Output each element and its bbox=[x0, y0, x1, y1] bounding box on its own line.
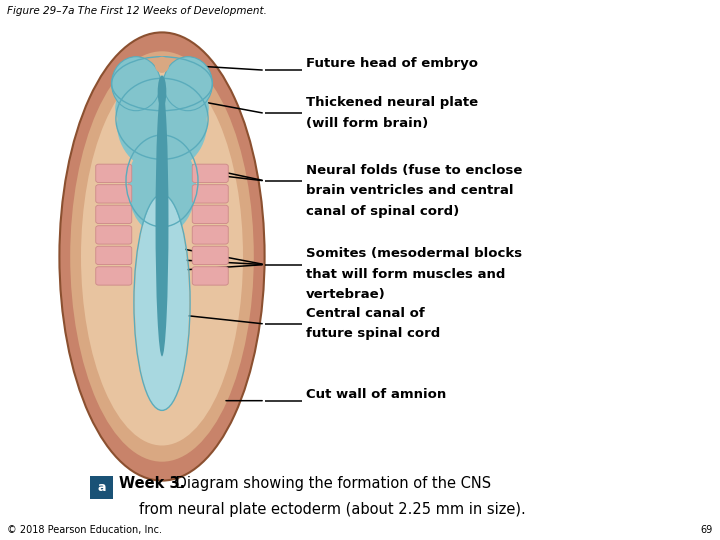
Text: Future head of embryo: Future head of embryo bbox=[306, 57, 478, 70]
Ellipse shape bbox=[163, 57, 212, 111]
Text: a: a bbox=[97, 481, 106, 494]
Text: Figure 29–7a The First 12 Weeks of Development.: Figure 29–7a The First 12 Weeks of Devel… bbox=[7, 6, 267, 17]
Text: Somites (mesodermal blocks: Somites (mesodermal blocks bbox=[306, 247, 522, 260]
Text: future spinal cord: future spinal cord bbox=[306, 327, 440, 340]
Text: Cut wall of amnion: Cut wall of amnion bbox=[306, 388, 446, 401]
Ellipse shape bbox=[115, 76, 209, 140]
FancyBboxPatch shape bbox=[96, 267, 132, 285]
Text: (will form brain): (will form brain) bbox=[306, 117, 428, 130]
FancyBboxPatch shape bbox=[192, 185, 228, 203]
FancyBboxPatch shape bbox=[192, 246, 228, 265]
Text: Week 3.: Week 3. bbox=[119, 476, 185, 491]
Text: © 2018 Pearson Education, Inc.: © 2018 Pearson Education, Inc. bbox=[7, 524, 162, 535]
Ellipse shape bbox=[158, 76, 166, 108]
Text: brain ventricles and central: brain ventricles and central bbox=[306, 184, 513, 197]
FancyBboxPatch shape bbox=[192, 164, 228, 183]
Ellipse shape bbox=[155, 57, 169, 73]
Ellipse shape bbox=[71, 51, 254, 462]
FancyBboxPatch shape bbox=[96, 185, 132, 203]
Text: Neural folds (fuse to enclose: Neural folds (fuse to enclose bbox=[306, 164, 523, 177]
Text: canal of spinal cord): canal of spinal cord) bbox=[306, 205, 459, 218]
Ellipse shape bbox=[60, 32, 265, 481]
FancyBboxPatch shape bbox=[96, 164, 132, 183]
Ellipse shape bbox=[135, 194, 189, 410]
FancyBboxPatch shape bbox=[96, 246, 132, 265]
Text: Diagram showing the formation of the CNS: Diagram showing the formation of the CNS bbox=[171, 476, 491, 491]
Ellipse shape bbox=[128, 138, 196, 235]
Text: Central canal of: Central canal of bbox=[306, 307, 425, 320]
Ellipse shape bbox=[112, 57, 161, 111]
FancyBboxPatch shape bbox=[192, 267, 228, 285]
FancyBboxPatch shape bbox=[96, 226, 132, 244]
FancyBboxPatch shape bbox=[90, 476, 113, 499]
FancyBboxPatch shape bbox=[192, 226, 228, 244]
FancyBboxPatch shape bbox=[192, 205, 228, 224]
Text: 69: 69 bbox=[701, 524, 713, 535]
Text: Thickened neural plate: Thickened neural plate bbox=[306, 96, 478, 109]
Text: from neural plate ectoderm (about 2.25 mm in size).: from neural plate ectoderm (about 2.25 m… bbox=[139, 502, 526, 517]
Ellipse shape bbox=[156, 86, 168, 356]
FancyBboxPatch shape bbox=[96, 205, 132, 224]
Ellipse shape bbox=[81, 68, 243, 446]
Text: that will form muscles and: that will form muscles and bbox=[306, 268, 505, 281]
Text: vertebrae): vertebrae) bbox=[306, 288, 386, 301]
Ellipse shape bbox=[117, 77, 207, 172]
